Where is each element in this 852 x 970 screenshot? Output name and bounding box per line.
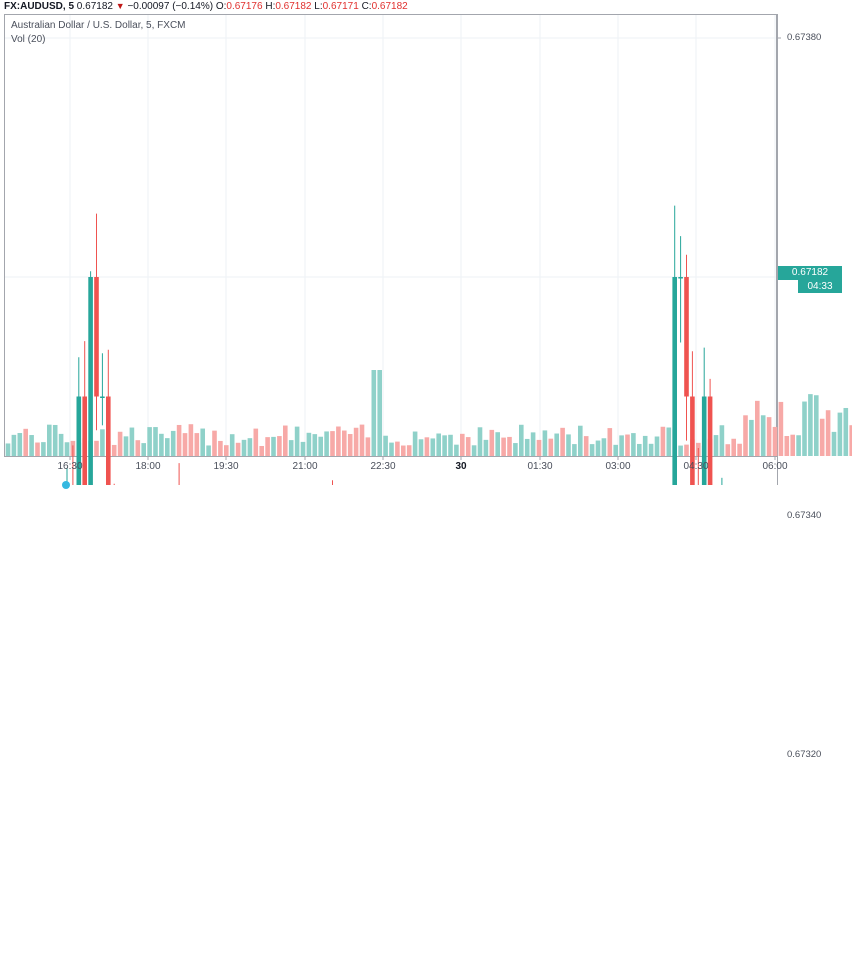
close-value: 0.67182 [371, 1, 408, 12]
volume-legend: Vol (20) [11, 34, 46, 45]
symbol-header: FX:AUDUSD, 5 0.67182 ▼ −0.00097 (−0.14%)… [4, 0, 408, 14]
time-tick-label: 16:30 [57, 461, 83, 472]
low-value: 0.67171 [322, 1, 359, 12]
time-tick-label: 30 [455, 461, 467, 472]
chart-legend-title: Australian Dollar / U.S. Dollar, 5, FXCM [11, 20, 186, 31]
time-tick-label: 21:00 [292, 461, 318, 472]
time-tick-label: 22:30 [370, 461, 396, 472]
time-tick-label: 01:30 [527, 461, 553, 472]
time-tick-label: 03:00 [605, 461, 631, 472]
open-label: O: [215, 1, 227, 12]
price-tick-label: 0.67380 [787, 32, 822, 43]
price-change: −0.00097 (−0.14%) [127, 1, 214, 12]
high-label: H: [265, 1, 276, 12]
down-arrow-icon: ▼ [115, 1, 125, 11]
price-tick-label: 0.67320 [787, 749, 822, 760]
time-tick-label: 19:30 [213, 461, 239, 472]
high-value: 0.67182 [275, 1, 312, 12]
bar-countdown-tag: 04:33 [798, 280, 842, 293]
time-tick-label: 04:30 [683, 461, 709, 472]
last-price: 0.67182 [76, 1, 113, 12]
close-label: C: [361, 1, 372, 12]
symbol-name: FX:AUDUSD, 5 [4, 1, 75, 12]
low-label: L: [314, 1, 323, 12]
tradingview-logo-icon [62, 481, 70, 489]
time-tick-label: 18:00 [135, 461, 161, 472]
price-tick-label: 0.67340 [787, 510, 822, 521]
candlestick-plot[interactable] [0, 0, 852, 485]
time-tick-label: 06:00 [762, 461, 788, 472]
current-price-tag: 0.67182 [778, 266, 842, 280]
chart-pane[interactable] [4, 14, 777, 457]
open-value: 0.67176 [226, 1, 263, 12]
price-scale-border [777, 14, 778, 485]
